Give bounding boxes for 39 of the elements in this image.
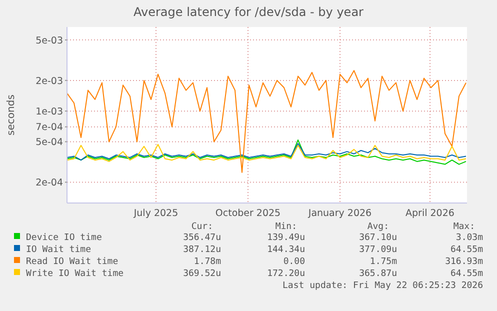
y-tick-label: 7e-04 xyxy=(36,122,63,134)
text: Cur: xyxy=(191,222,213,232)
legend-label: IO Wait time xyxy=(26,245,92,255)
y-tick-label: 2e-03 xyxy=(36,76,63,87)
x-tick-label: April 2026 xyxy=(406,208,454,219)
text: Min: xyxy=(275,222,297,232)
legend-label: Write IO Wait time xyxy=(26,269,124,279)
y-axis-title: seconds xyxy=(6,94,17,136)
text: 387.12u xyxy=(183,245,221,255)
text: 172.20u xyxy=(267,269,305,279)
text: 3.03m xyxy=(456,233,483,243)
y-tick-label: 5e-04 xyxy=(36,137,63,148)
y-tick-label: 5e-03 xyxy=(36,35,63,46)
legend-label: Read IO Wait time xyxy=(26,257,118,267)
text: 64.55m xyxy=(450,269,483,279)
text: 139.49u xyxy=(267,233,305,243)
y-tick-label: 1e-03 xyxy=(36,106,63,118)
line-series xyxy=(66,70,466,173)
text: Max: xyxy=(453,222,475,232)
text: Avg: xyxy=(367,222,389,232)
line-series xyxy=(66,139,466,165)
text: 367.10u xyxy=(359,233,397,243)
text: Last update: Fri May 22 06:25:23 2026 xyxy=(282,281,483,291)
legend-label: Device IO time xyxy=(26,233,102,243)
text: 365.87u xyxy=(359,269,397,279)
x-tick-label: January 2026 xyxy=(307,208,372,219)
y-tick-label: 2e-04 xyxy=(36,178,63,189)
text: 1.78m xyxy=(194,257,221,267)
text: 144.34u xyxy=(267,245,305,255)
text: 1.75m xyxy=(370,257,397,267)
text: 64.55m xyxy=(450,245,483,255)
x-tick-label: October 2025 xyxy=(215,208,281,219)
text: 377.09u xyxy=(359,245,397,255)
chart-title: Average latency for /dev/sda - by year xyxy=(134,5,364,19)
text: 356.47u xyxy=(183,233,221,243)
text: 369.52u xyxy=(183,269,221,279)
x-tick-label: July 2025 xyxy=(132,208,178,219)
text: 316.93m xyxy=(445,257,483,267)
text: 0.00 xyxy=(283,257,305,267)
